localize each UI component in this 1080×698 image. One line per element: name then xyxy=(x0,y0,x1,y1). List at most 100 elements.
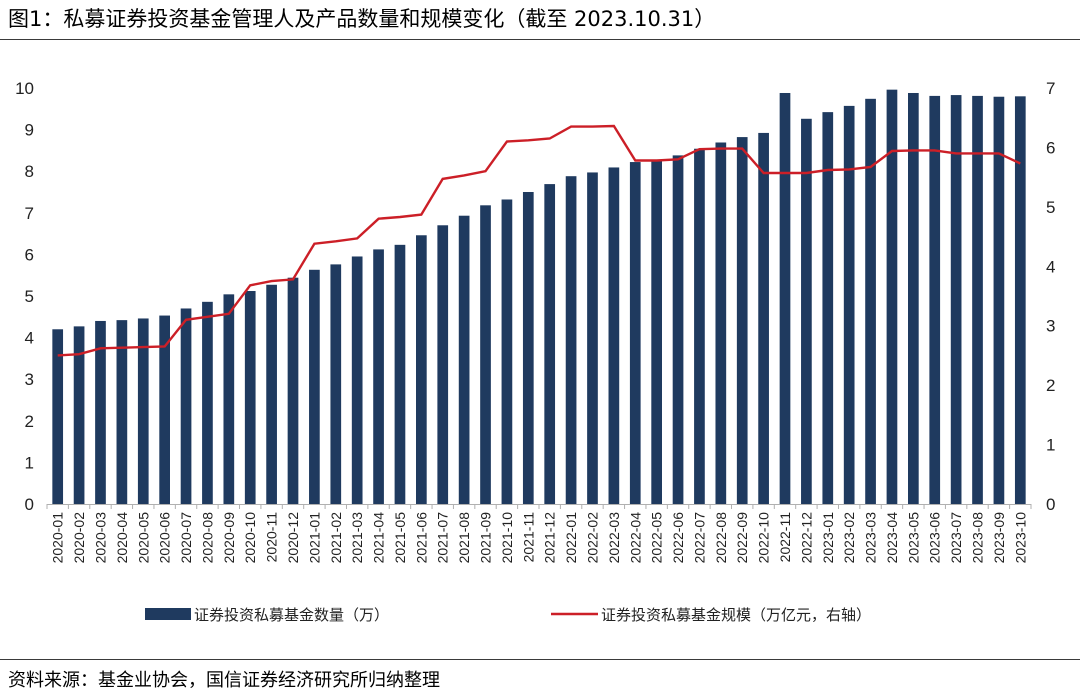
x-tick-label: 2021-01 xyxy=(306,512,322,564)
x-tick-label: 2023-08 xyxy=(970,512,986,564)
x-tick-label: 2020-03 xyxy=(92,512,108,564)
y-left-tick-label: 1 xyxy=(25,453,34,472)
y-left-tick-label: 9 xyxy=(25,121,34,140)
x-tick-label: 2022-08 xyxy=(713,512,729,564)
bar xyxy=(394,244,406,504)
bar xyxy=(266,284,277,504)
bar xyxy=(672,155,684,504)
bar xyxy=(758,132,769,505)
bar xyxy=(715,142,727,504)
x-tick-label: 2022-10 xyxy=(756,512,772,564)
y-left-tick-label: 10 xyxy=(15,79,34,98)
bar xyxy=(116,320,128,504)
x-tick-label: 2022-05 xyxy=(649,512,665,564)
y-left-tick-label: 4 xyxy=(25,329,34,348)
bar xyxy=(972,95,983,505)
bar xyxy=(95,320,106,504)
bar xyxy=(330,264,342,504)
x-tick-label: 2021-07 xyxy=(435,512,451,564)
x-tick-label: 2021-10 xyxy=(499,512,515,564)
bar xyxy=(950,95,962,505)
x-tick-label: 2023-03 xyxy=(863,512,879,564)
bar xyxy=(73,326,85,504)
x-tick-label: 2022-02 xyxy=(584,512,600,564)
bar xyxy=(309,269,320,504)
bar xyxy=(886,89,898,504)
bar xyxy=(416,235,427,504)
x-tick-label: 2020-09 xyxy=(221,512,237,564)
bar xyxy=(929,95,941,505)
x-tick-label: 2020-04 xyxy=(114,512,130,564)
bar xyxy=(651,159,662,504)
bar xyxy=(287,277,299,504)
bar xyxy=(822,112,834,505)
y-left-tick-label: 2 xyxy=(25,412,34,431)
bar xyxy=(244,291,256,504)
x-tick-label: 2023-07 xyxy=(948,512,964,564)
bar xyxy=(480,205,491,504)
bar xyxy=(736,137,748,504)
x-tick-label: 2020-07 xyxy=(178,512,194,564)
x-tick-label: 2022-06 xyxy=(670,512,686,564)
bar xyxy=(587,172,598,504)
x-tick-label: 2023-04 xyxy=(884,512,900,564)
bar xyxy=(544,184,556,504)
x-tick-label: 2020-12 xyxy=(285,512,301,564)
bar xyxy=(458,215,470,504)
bar xyxy=(351,256,363,504)
y-right-tick-label: 0 xyxy=(1046,495,1055,514)
x-tick-label: 2022-03 xyxy=(606,512,622,564)
bar xyxy=(137,318,149,504)
bar xyxy=(180,308,192,504)
bar xyxy=(865,98,876,504)
series-line xyxy=(57,124,1021,357)
chart-title: 图1：私募证券投资基金管理人及产品数量和规模变化（截至 2023.10.31） xyxy=(8,7,716,31)
y-left-tick-label: 6 xyxy=(25,245,34,264)
y-left-tick-label: 7 xyxy=(25,204,34,223)
bar xyxy=(843,105,855,504)
bar xyxy=(437,225,449,504)
bar xyxy=(779,92,791,504)
x-tick-label: 2023-09 xyxy=(991,512,1007,564)
bar xyxy=(608,167,620,504)
x-tick-label: 2022-11 xyxy=(777,512,793,563)
x-tick-label: 2023-06 xyxy=(927,512,943,564)
x-tick-label: 2021-09 xyxy=(478,512,494,564)
x-tick-label: 2020-01 xyxy=(50,512,66,564)
x-tick-label: 2020-02 xyxy=(71,512,87,564)
x-tick-label: 2020-10 xyxy=(242,512,258,564)
x-tick-label: 2021-08 xyxy=(456,512,472,564)
bar xyxy=(373,249,384,504)
legend-bar-label: 证券投资私募基金数量（万） xyxy=(194,606,389,624)
x-tick-label: 2021-03 xyxy=(349,512,365,564)
source-divider xyxy=(0,659,1080,660)
bar xyxy=(694,148,705,504)
x-tick-label: 2021-02 xyxy=(328,512,344,564)
x-tick-label: 2020-06 xyxy=(157,512,173,564)
bar xyxy=(52,329,64,504)
x-tick-label: 2020-11 xyxy=(264,512,280,563)
bar xyxy=(993,96,1005,505)
x-tick-label: 2023-01 xyxy=(820,512,836,564)
bar xyxy=(629,162,641,504)
x-tick-label: 2023-10 xyxy=(1012,512,1028,564)
bar xyxy=(1014,96,1026,504)
bar xyxy=(223,294,235,504)
y-right-tick-label: 1 xyxy=(1046,436,1055,455)
x-tick-label: 2022-07 xyxy=(691,512,707,564)
y-left-tick-label: 5 xyxy=(25,287,34,306)
x-tick-label: 2022-01 xyxy=(563,512,579,564)
bar xyxy=(202,301,213,504)
bar xyxy=(501,199,513,504)
x-tick-label: 2021-12 xyxy=(542,512,558,564)
bar xyxy=(908,92,919,504)
x-tick-label: 2021-06 xyxy=(413,512,429,564)
x-tick-label: 2021-04 xyxy=(371,512,387,564)
x-tick-label: 2021-11 xyxy=(520,512,536,563)
title-divider xyxy=(0,39,1080,40)
x-tick-label: 2022-04 xyxy=(627,512,643,564)
x-tick-label: 2020-05 xyxy=(135,512,151,564)
legend-bar-swatch xyxy=(145,608,191,620)
y-left-tick-label: 0 xyxy=(25,495,34,514)
bar xyxy=(565,176,577,504)
